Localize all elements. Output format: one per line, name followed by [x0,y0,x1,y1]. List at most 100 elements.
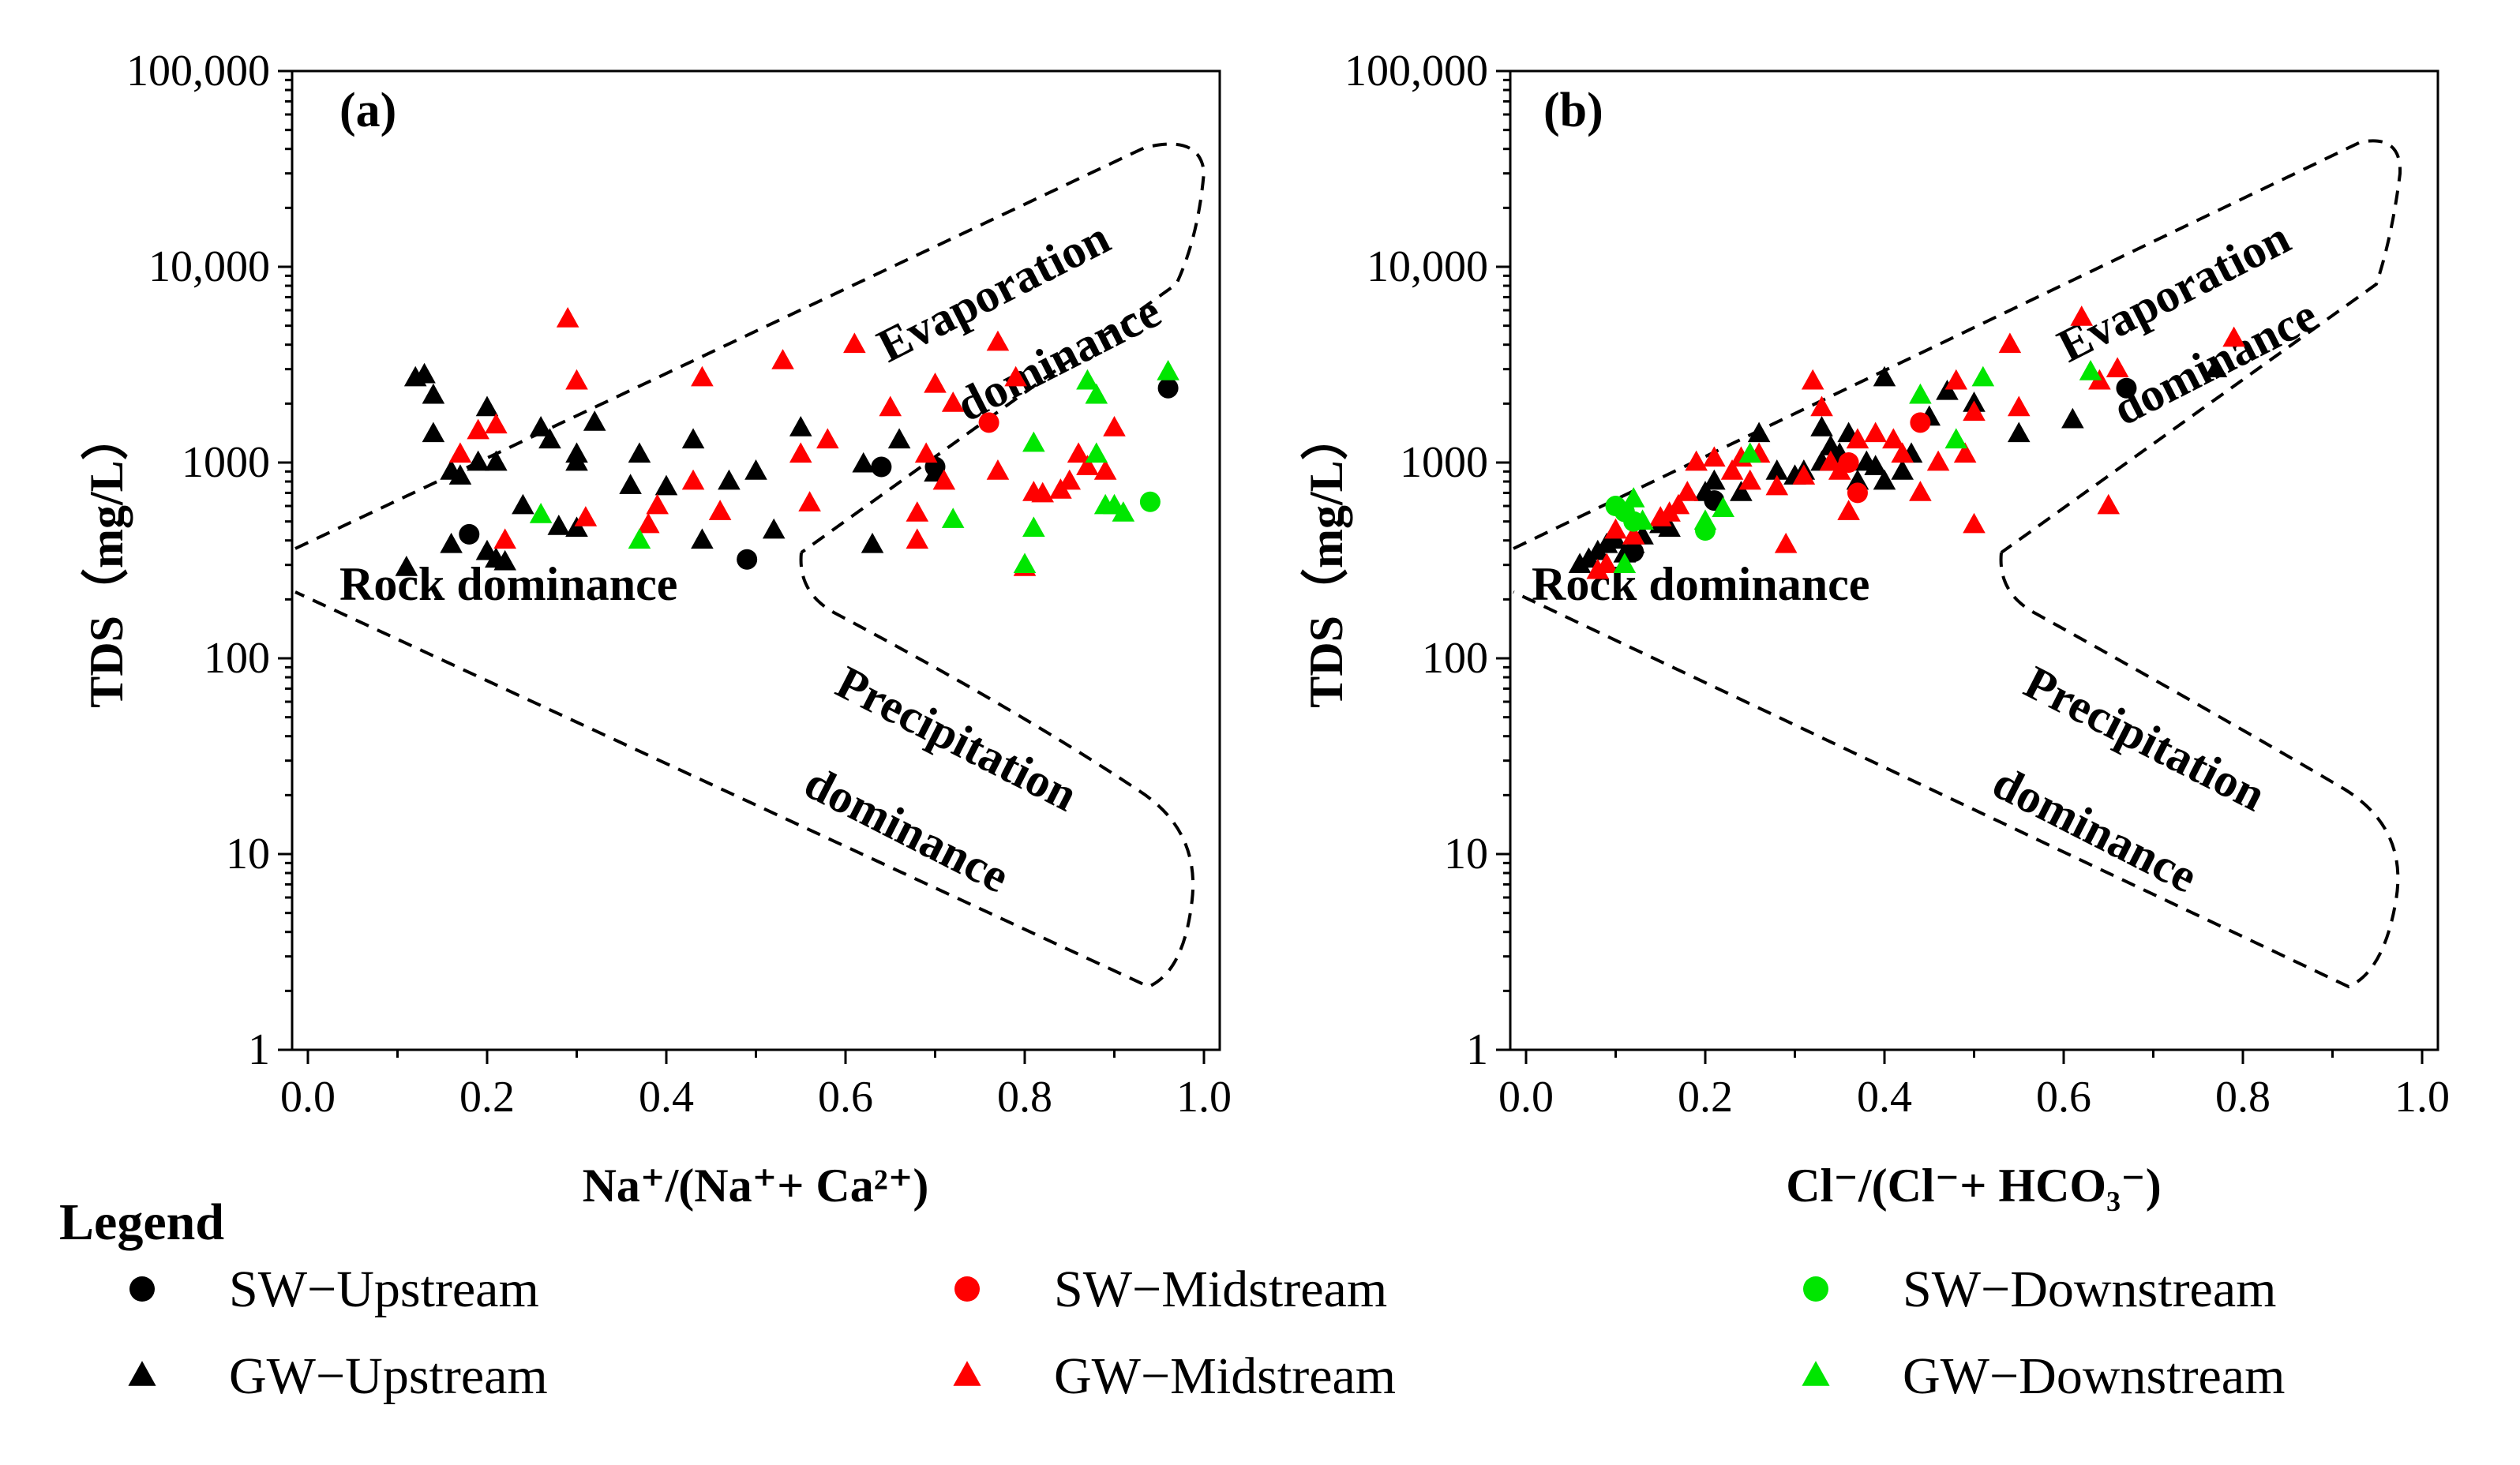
point-a-gw-upstream-29 [762,518,786,539]
point-a-gw-upstream-5 [448,464,472,485]
point-b-gw-midstream-1 [1595,553,1618,574]
point-a-gw-midstream-6 [493,528,516,549]
x-tick-label-a-0: 0.0 [280,1073,336,1122]
legend-marker-sw-upstream [129,1276,155,1302]
point-b-gw-midstream-8 [1685,450,1708,471]
point-a-gw-midstream-0 [556,307,579,328]
point-b-gw-downstream-4 [1712,496,1734,518]
point-b-gw-midstream-36 [2097,493,2121,515]
point-a-gw-midstream-4 [467,418,489,440]
point-a-gw-upstream-31 [852,451,875,473]
point-a-gw-upstream-33 [887,428,911,449]
point-a-gw-midstream-19 [906,501,929,522]
point-b-gw-midstream-14 [1765,474,1789,496]
y-axis-title-b: TDS（mg/L） [1299,413,1352,707]
point-a-gw-upstream-19 [565,450,588,471]
point-a-sw-upstream-2 [871,456,892,478]
x-tick-label-b-0: 0.0 [1498,1073,1554,1122]
panel-b: 0.0 0.2 0.4 0.6 0.8 1.0 1 10 100 1000 10,000 100,00… [1299,47,2450,1212]
point-a-gw-upstream-2 [422,383,445,404]
point-b-gw-midstream-9 [1703,446,1726,467]
x-tick-label-a-2: 0.4 [639,1073,694,1122]
point-a-gw-upstream-32 [861,532,884,553]
point-a-gw-midstream-29 [1031,481,1054,503]
y-tick-label-b-0: 1 [1466,1025,1488,1074]
point-b-gw-midstream-27 [1926,450,1950,471]
point-a-gw-midstream-1 [565,369,588,390]
point-b-gw-midstream-18 [1810,395,1833,417]
point-b-gw-midstream-33 [2007,395,2031,417]
point-a-gw-midstream-23 [941,392,965,412]
point-b-gw-downstream-2 [1631,509,1654,530]
point-b-gw-upstream-0 [1568,553,1592,574]
point-a-gw-downstream-12 [1157,360,1179,380]
point-a-gw-midstream-12 [771,349,794,369]
point-b-gw-downstream-8 [1971,365,1995,387]
point-b-gw-upstream-32 [2007,422,2031,443]
point-a-gw-midstream-17 [879,395,902,417]
x-tick-label-a-3: 0.6 [818,1073,873,1122]
point-a-gw-midstream-24 [986,330,1010,351]
point-b-gw-midstream-25 [1891,442,1914,463]
point-a-gw-downstream-2 [941,508,965,528]
y-tick-label-b-4: 10,000 [1367,242,1488,291]
legend-items: SW−Upstream SW−Midstream SW−Downstream GW−U… [128,1261,2285,1405]
point-a-gw-upstream-15 [529,416,553,437]
x-tick-label-a-1: 0.2 [459,1073,515,1122]
point-a-gw-midstream-21 [924,372,947,393]
point-b-gw-downstream-1 [1622,487,1645,508]
legend-marker-sw-midstream [954,1276,980,1302]
point-b-gw-midstream-38 [2222,326,2245,347]
point-b-gw-upstream-13 [1747,422,1771,443]
point-a-gw-midstream-14 [798,491,821,511]
point-b-gw-midstream-34 [2070,305,2093,326]
y-tick-label-b-1: 10 [1444,830,1488,879]
point-a-gw-downstream-7 [1085,383,1108,404]
y-tick-label-a-2: 100 [204,634,270,683]
point-a-gw-downstream-6 [1076,369,1099,390]
point-a-gw-midstream-22 [932,469,956,490]
point-b-gw-midstream-37 [2106,357,2129,378]
x-tick-label-b-4: 0.8 [2215,1073,2271,1122]
point-a-gw-midstream-31 [1058,469,1082,490]
point-a-gw-downstream-3 [1013,553,1037,574]
x-tick-label-a-5: 1.0 [1176,1073,1232,1122]
point-b-gw-upstream-9 [1658,516,1681,538]
point-b-gw-upstream-12 [1730,481,1753,501]
precipitation-boundary-a [294,552,1195,989]
point-a-gw-upstream-6 [467,450,489,471]
data-marks-b [1568,305,2245,579]
point-b-gw-midstream-3 [1622,524,1645,545]
point-a-gw-upstream-7 [475,395,499,417]
point-b-gw-upstream-33 [2061,407,2084,429]
point-a-gw-midstream-32 [1067,442,1090,463]
point-b-gw-downstream-3 [1693,509,1717,530]
point-b-gw-midstream-21 [1837,500,1860,520]
x-axis-title-a: Na⁺/(Na⁺+ Ca²⁺) [583,1160,929,1212]
point-a-gw-midstream-13 [789,442,812,463]
point-b-gw-upstream-25 [1873,469,1896,490]
point-a-gw-midstream-18 [906,528,929,549]
point-b-gw-downstream-0 [1613,553,1637,574]
point-a-gw-upstream-10 [440,532,463,553]
point-b-gw-upstream-18 [1810,416,1833,437]
point-a-gw-upstream-24 [654,474,678,496]
point-a-gw-midstream-20 [914,442,938,463]
point-a-gw-midstream-16 [843,332,866,354]
panel-label-b: (b) [1543,84,1603,137]
point-b-gw-midstream-6 [1667,493,1690,515]
point-b-gw-downstream-7 [1944,428,1968,449]
point-b-gw-midstream-24 [1882,428,1905,449]
point-a-gw-upstream-27 [718,469,741,490]
legend-marker-gw-midstream [953,1361,981,1386]
point-a-gw-upstream-20 [565,516,588,538]
point-a-gw-midstream-34 [1093,459,1117,480]
point-b-gw-upstream-11 [1703,469,1726,490]
point-a-gw-downstream-0 [529,503,553,523]
point-a-gw-midstream-7 [637,512,660,534]
point-a-gw-midstream-8 [646,493,669,515]
axes-ticks-b: 0.0 0.2 0.4 0.6 0.8 1.0 1 10 100 1000 10,000 100,00… [1344,47,2450,1122]
point-a-gw-upstream-17 [547,515,571,535]
point-a-gw-upstream-9 [395,556,418,576]
point-a-gw-upstream-14 [512,493,534,515]
